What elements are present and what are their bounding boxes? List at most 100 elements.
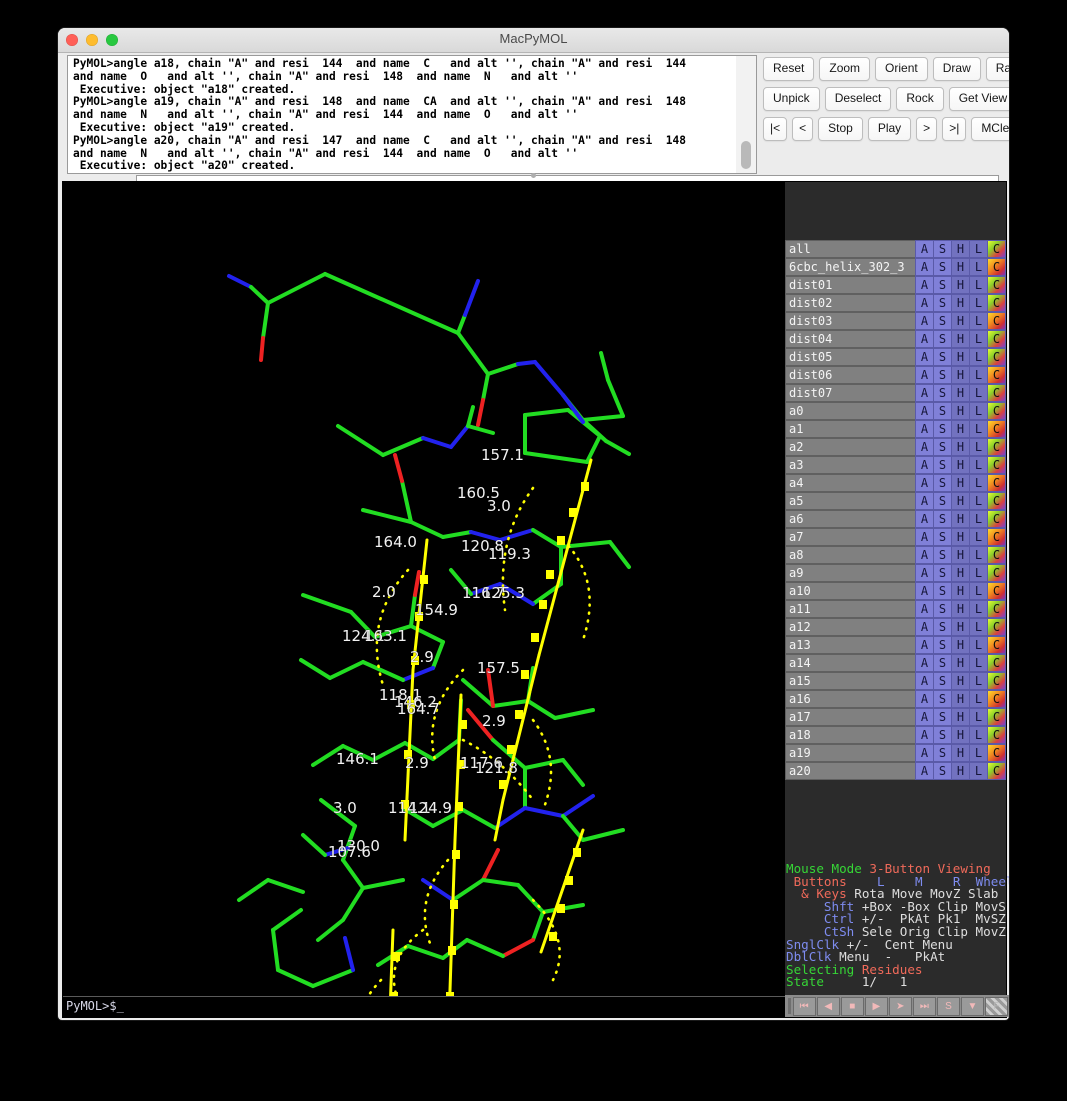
object-show-button[interactable]: S — [933, 672, 951, 690]
toolbar-button-reset[interactable]: Reset — [763, 57, 815, 81]
object-color-button[interactable]: C — [987, 528, 1006, 546]
object-hide-button[interactable]: H — [951, 546, 969, 564]
object-color-button[interactable]: C — [987, 438, 1006, 456]
toolbar-button-stop[interactable]: Stop — [818, 117, 863, 141]
object-color-button[interactable]: C — [987, 636, 1006, 654]
object-action-button[interactable]: A — [915, 510, 933, 528]
playbar-S[interactable]: S — [936, 996, 960, 1016]
object-color-button[interactable]: C — [987, 690, 1006, 708]
object-row[interactable]: a2 A S H L C — [785, 438, 1006, 456]
object-name[interactable]: a5 — [785, 492, 915, 510]
object-hide-button[interactable]: H — [951, 528, 969, 546]
toolbar-button-[interactable]: |< — [763, 117, 788, 141]
object-show-button[interactable]: S — [933, 474, 951, 492]
object-show-button[interactable]: S — [933, 726, 951, 744]
object-color-button[interactable]: C — [987, 258, 1006, 276]
object-action-button[interactable]: A — [915, 348, 933, 366]
object-name[interactable]: all — [785, 240, 915, 258]
object-label-button[interactable]: L — [969, 708, 987, 726]
object-hide-button[interactable]: H — [951, 420, 969, 438]
object-label-button[interactable]: L — [969, 384, 987, 402]
object-color-button[interactable]: C — [987, 708, 1006, 726]
object-row[interactable]: a19 A S H L C — [785, 744, 1006, 762]
minimize-icon[interactable] — [86, 34, 98, 46]
molecular-viewport[interactable]: 157.1 160.5 3.0 164.0 120.8 119.3 2.0 116.7 125.… — [63, 240, 785, 1017]
object-color-button[interactable]: C — [987, 744, 1006, 762]
object-hide-button[interactable]: H — [951, 294, 969, 312]
toolbar-button-ray[interactable]: Ray — [985, 57, 1009, 81]
object-label-button[interactable]: L — [969, 528, 987, 546]
toolbar-button-rock[interactable]: Rock — [896, 87, 944, 111]
object-label-button[interactable]: L — [969, 294, 987, 312]
object-name[interactable]: dist05 — [785, 348, 915, 366]
object-name[interactable]: dist02 — [785, 294, 915, 312]
object-color-button[interactable]: C — [987, 726, 1006, 744]
object-hide-button[interactable]: H — [951, 330, 969, 348]
object-label-button[interactable]: L — [969, 402, 987, 420]
object-color-button[interactable]: C — [987, 294, 1006, 312]
object-hide-button[interactable]: H — [951, 762, 969, 780]
object-show-button[interactable]: S — [933, 564, 951, 582]
object-label-button[interactable]: L — [969, 600, 987, 618]
object-label-button[interactable]: L — [969, 366, 987, 384]
object-action-button[interactable]: A — [915, 564, 933, 582]
object-show-button[interactable]: S — [933, 654, 951, 672]
object-action-button[interactable]: A — [915, 312, 933, 330]
object-label-button[interactable]: L — [969, 672, 987, 690]
object-name[interactable]: dist01 — [785, 276, 915, 294]
object-color-button[interactable]: C — [987, 546, 1006, 564]
object-color-button[interactable]: C — [987, 492, 1006, 510]
object-hide-button[interactable]: H — [951, 438, 969, 456]
object-hide-button[interactable]: H — [951, 744, 969, 762]
console-output[interactable]: PyMOL>angle a18, chain "A" and resi 144 … — [67, 55, 737, 174]
object-action-button[interactable]: A — [915, 546, 933, 564]
object-label-button[interactable]: L — [969, 690, 987, 708]
playbar-v[interactable]: ▼ — [960, 996, 984, 1016]
object-name[interactable]: a15 — [785, 672, 915, 690]
object-action-button[interactable]: A — [915, 690, 933, 708]
object-hide-button[interactable]: H — [951, 618, 969, 636]
object-show-button[interactable]: S — [933, 348, 951, 366]
object-label-button[interactable]: L — [969, 276, 987, 294]
object-hide-button[interactable]: H — [951, 348, 969, 366]
object-name[interactable]: a18 — [785, 726, 915, 744]
toolbar-button-deselect[interactable]: Deselect — [824, 87, 892, 111]
toolbar-button-unpick[interactable]: Unpick — [763, 87, 820, 111]
object-hide-button[interactable]: H — [951, 726, 969, 744]
object-color-button[interactable]: C — [987, 312, 1006, 330]
object-row[interactable]: a7 A S H L C — [785, 528, 1006, 546]
object-label-button[interactable]: L — [969, 348, 987, 366]
object-row[interactable]: a18 A S H L C — [785, 726, 1006, 744]
object-row[interactable]: 6cbc_helix_302_3 A S H L C — [785, 258, 1006, 276]
object-show-button[interactable]: S — [933, 456, 951, 474]
object-show-button[interactable]: S — [933, 240, 951, 258]
object-label-button[interactable]: L — [969, 456, 987, 474]
object-action-button[interactable]: A — [915, 384, 933, 402]
object-row[interactable]: dist06 A S H L C — [785, 366, 1006, 384]
object-show-button[interactable]: S — [933, 618, 951, 636]
object-show-button[interactable]: S — [933, 636, 951, 654]
object-show-button[interactable]: S — [933, 330, 951, 348]
object-action-button[interactable]: A — [915, 708, 933, 726]
object-color-button[interactable]: C — [987, 348, 1006, 366]
object-action-button[interactable]: A — [915, 258, 933, 276]
object-hide-button[interactable]: H — [951, 384, 969, 402]
object-name[interactable]: a17 — [785, 708, 915, 726]
object-action-button[interactable]: A — [915, 402, 933, 420]
object-action-button[interactable]: A — [915, 276, 933, 294]
object-action-button[interactable]: A — [915, 654, 933, 672]
object-name[interactable]: a11 — [785, 600, 915, 618]
object-color-button[interactable]: C — [987, 510, 1006, 528]
object-action-button[interactable]: A — [915, 744, 933, 762]
object-show-button[interactable]: S — [933, 276, 951, 294]
object-color-button[interactable]: C — [987, 474, 1006, 492]
object-name[interactable]: a8 — [785, 546, 915, 564]
object-row[interactable]: a15 A S H L C — [785, 672, 1006, 690]
object-color-button[interactable]: C — [987, 564, 1006, 582]
object-show-button[interactable]: S — [933, 258, 951, 276]
object-hide-button[interactable]: H — [951, 492, 969, 510]
object-row[interactable]: all A S H L C — [785, 240, 1006, 258]
object-action-button[interactable]: A — [915, 240, 933, 258]
object-row[interactable]: a13 A S H L C — [785, 636, 1006, 654]
object-action-button[interactable]: A — [915, 672, 933, 690]
